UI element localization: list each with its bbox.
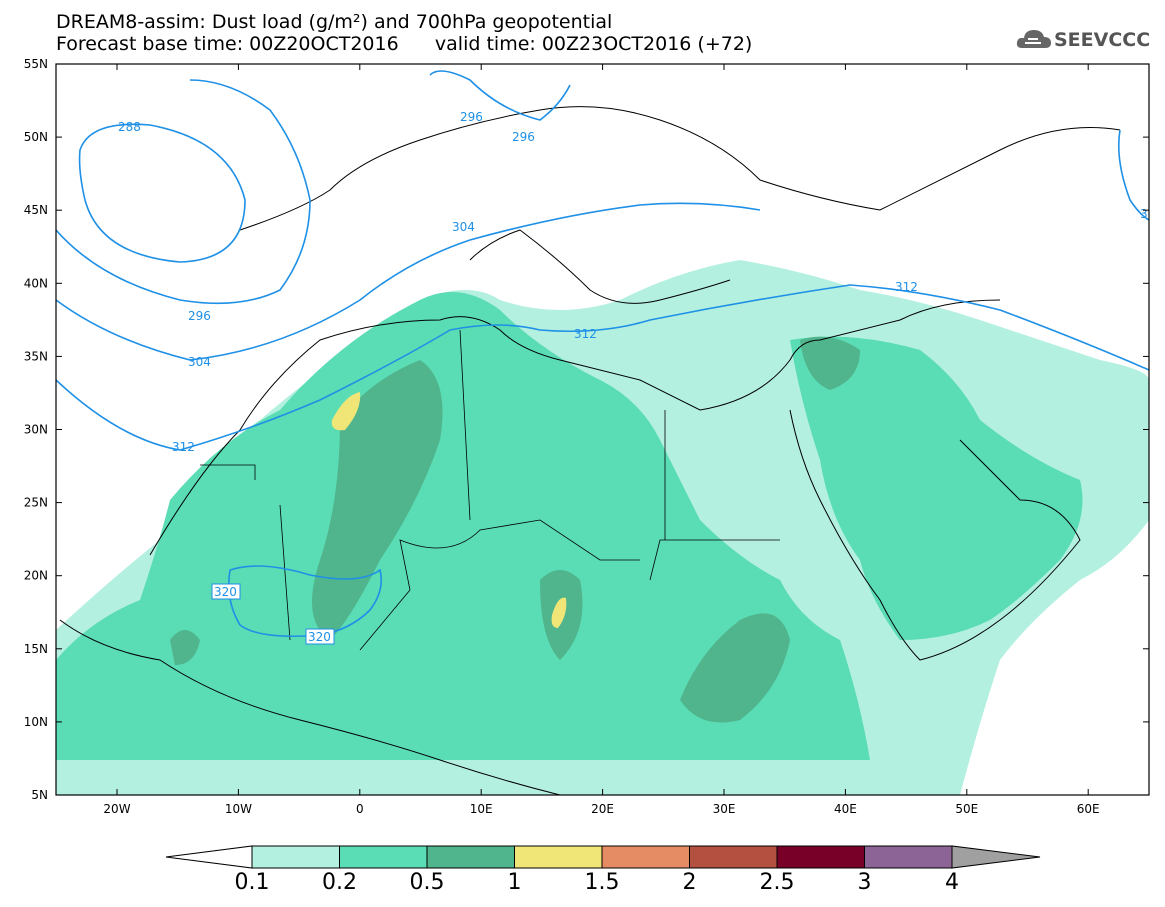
coastline	[239, 106, 1121, 231]
dust-field-medium-east	[790, 336, 1083, 640]
coastline	[789, 409, 1081, 661]
map-title: DREAM8-assim: Dust load (g/m²) and 700hP…	[56, 11, 613, 33]
colorbar-max-arrow	[951, 845, 1041, 869]
coastline	[59, 619, 561, 795]
colorbar-label: 2	[682, 870, 697, 895]
colorbar-label: 0.1	[234, 870, 270, 895]
lon-tick-label: 0	[356, 802, 364, 816]
longitude-axis: 20W 10W 0 10E 20E 30E 40E 50E 60E	[103, 64, 1100, 816]
geopotential-contours	[56, 70, 1149, 638]
contour-label: 312	[172, 440, 195, 454]
dust-fields: 288 296 296 304 296 304 312 312 312 320 …	[56, 70, 1149, 795]
coastline	[469, 229, 731, 304]
dust-field-dark	[680, 613, 790, 723]
lon-tick-label: 60E	[1077, 802, 1100, 816]
lon-tick-label: 10W	[225, 802, 252, 816]
lon-tick-label: 40E	[834, 802, 857, 816]
lat-tick-label: 20N	[24, 569, 48, 583]
lon-tick-label: 30E	[713, 802, 736, 816]
contour-label: 304	[188, 355, 211, 369]
contour-label: 312	[895, 280, 918, 294]
dust-field-medium	[56, 292, 870, 760]
contour-label: 296	[188, 309, 211, 323]
dust-field-high	[551, 597, 567, 628]
dust-field-dark	[800, 336, 860, 390]
contour-label: 320	[214, 585, 237, 599]
lat-tick-label: 15N	[24, 642, 48, 656]
dust-field-dark	[170, 630, 200, 665]
lat-tick-label: 10N	[24, 715, 48, 729]
lat-tick-label: 30N	[24, 423, 48, 437]
colorbar-swatch	[864, 845, 953, 869]
cloud-icon	[1016, 30, 1051, 48]
contour-label-group: 288 296 296 304 296 304 312 312 312 320 …	[118, 110, 1148, 645]
contour-label: 304	[452, 220, 475, 234]
colorbar-swatch	[339, 845, 428, 869]
lon-tick-label: 50E	[955, 802, 978, 816]
contour-label: 3	[1140, 207, 1148, 221]
colorbar-label: 3	[857, 870, 872, 895]
lat-tick-label: 55N	[24, 57, 48, 71]
lat-tick-label: 45N	[24, 203, 48, 217]
latitude-axis: 55N 50N 45N 40N 35N 30N 25N 20N 15N 10N 5N	[24, 57, 1149, 802]
lat-tick-label: 25N	[24, 496, 48, 510]
lat-tick-label: 35N	[24, 349, 48, 363]
colorbar-label: 1	[507, 870, 522, 895]
colorbar-label: 2.5	[759, 870, 795, 895]
lat-tick-label: 40N	[24, 276, 48, 290]
colorbar-label: 1.5	[584, 870, 620, 895]
country-border	[200, 329, 780, 651]
contour-label: 296	[460, 110, 483, 124]
colorbar-label: 0.2	[322, 870, 357, 895]
contour-label: 288	[118, 120, 141, 134]
coastline	[149, 299, 1001, 556]
forecast-times: Forecast base time: 00Z20OCT2016 valid t…	[56, 33, 753, 55]
colorbar-swatch	[514, 845, 603, 869]
lon-tick-label: 20E	[591, 802, 614, 816]
seevccc-logo: SEEVCCC	[1016, 26, 1156, 56]
colorbar-label: 0.5	[409, 870, 445, 895]
lat-tick-label: 50N	[24, 130, 48, 144]
colorbar-swatch	[776, 845, 865, 869]
contour-label: 296	[512, 130, 535, 144]
colorbar-min-arrow	[165, 845, 253, 869]
contour-label: 320	[308, 630, 331, 644]
colorbar-swatch	[689, 845, 778, 869]
dust-field-high	[331, 392, 361, 431]
lon-tick-label: 20W	[103, 802, 130, 816]
lat-tick-label: 5N	[31, 788, 48, 802]
colorbar-swatch	[251, 845, 340, 869]
colorbar-label: 4	[945, 870, 959, 895]
colorbar	[165, 845, 1041, 869]
colorbar-swatch	[426, 845, 515, 869]
contour-label: 312	[574, 327, 597, 341]
colorbar-swatch	[601, 845, 690, 869]
lon-tick-label: 10E	[470, 802, 493, 816]
